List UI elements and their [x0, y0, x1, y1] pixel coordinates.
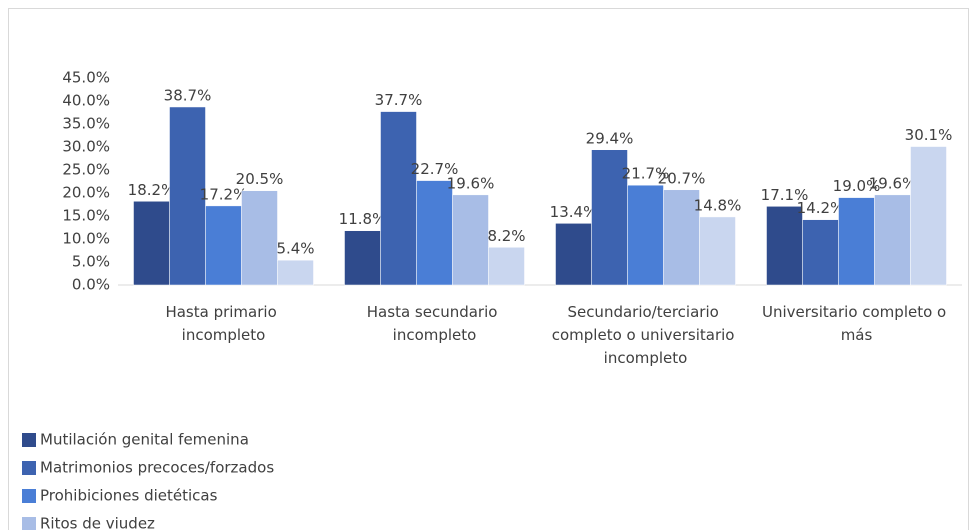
bar — [802, 219, 839, 286]
data-label: 30.1% — [905, 126, 953, 144]
data-label: 29.4% — [586, 129, 634, 147]
bar — [416, 180, 453, 286]
data-label: 19.6% — [869, 174, 917, 192]
y-tick-label: 45.0% — [62, 69, 110, 87]
data-label: 22.7% — [411, 160, 459, 178]
data-label: 19.6% — [447, 174, 495, 192]
bar — [627, 184, 664, 286]
data-label: 17.1% — [761, 186, 809, 204]
legend-label: Ritos de viudez — [40, 515, 155, 530]
data-label: 8.2% — [487, 227, 525, 245]
data-label: 20.5% — [236, 170, 284, 188]
bar — [555, 223, 592, 286]
x-tick-label: Universitario completo o más — [762, 303, 951, 344]
data-label: 5.4% — [276, 240, 314, 258]
bar — [344, 230, 381, 286]
data-label: 13.4% — [550, 203, 598, 221]
data-label: 20.7% — [658, 169, 706, 187]
bar — [241, 190, 278, 286]
data-label: 37.7% — [375, 91, 423, 109]
data-label: 19.0% — [833, 177, 881, 195]
legend-swatch — [22, 517, 36, 530]
bar — [277, 259, 314, 286]
bar — [591, 149, 628, 286]
bar — [133, 201, 170, 286]
y-tick-label: 20.0% — [62, 184, 110, 202]
x-tick-label: Secundario/terciario completo o universi… — [552, 303, 740, 367]
bar — [452, 194, 489, 286]
bar — [699, 216, 736, 286]
data-label: 14.8% — [694, 196, 742, 214]
legend-label: Matrimonios precoces/forzados — [40, 459, 274, 477]
y-tick-label: 10.0% — [62, 230, 110, 248]
bar — [874, 194, 911, 286]
data-label: 11.8% — [339, 210, 387, 228]
bar — [838, 197, 875, 286]
y-tick-label: 40.0% — [62, 92, 110, 110]
data-label: 21.7% — [622, 165, 670, 183]
y-tick-label: 25.0% — [62, 161, 110, 179]
x-tick-label: Hasta primario incompleto — [165, 303, 281, 344]
y-tick-label: 0.0% — [72, 276, 110, 294]
bar — [766, 206, 803, 286]
data-label: 14.2% — [797, 199, 845, 217]
y-tick-label: 15.0% — [62, 207, 110, 225]
legend-swatch — [22, 489, 36, 503]
y-tick-label: 35.0% — [62, 115, 110, 133]
bar — [380, 111, 417, 286]
bar — [169, 106, 206, 286]
legend-label: Prohibiciones dietéticas — [40, 487, 218, 505]
bar — [910, 146, 947, 286]
y-tick-label: 5.0% — [72, 253, 110, 271]
data-label: 17.2% — [200, 185, 248, 203]
y-tick-label: 30.0% — [62, 138, 110, 156]
legend-swatch — [22, 433, 36, 447]
data-label: 38.7% — [164, 86, 212, 104]
bar — [488, 247, 525, 286]
data-label: 18.2% — [128, 181, 176, 199]
bar — [663, 189, 700, 286]
chart-frame — [8, 8, 969, 530]
bar — [205, 205, 242, 286]
x-tick-label: Hasta secundario incompleto — [367, 303, 502, 344]
legend-label: Mutilación genital femenina — [40, 431, 249, 449]
legend-swatch — [22, 461, 36, 475]
